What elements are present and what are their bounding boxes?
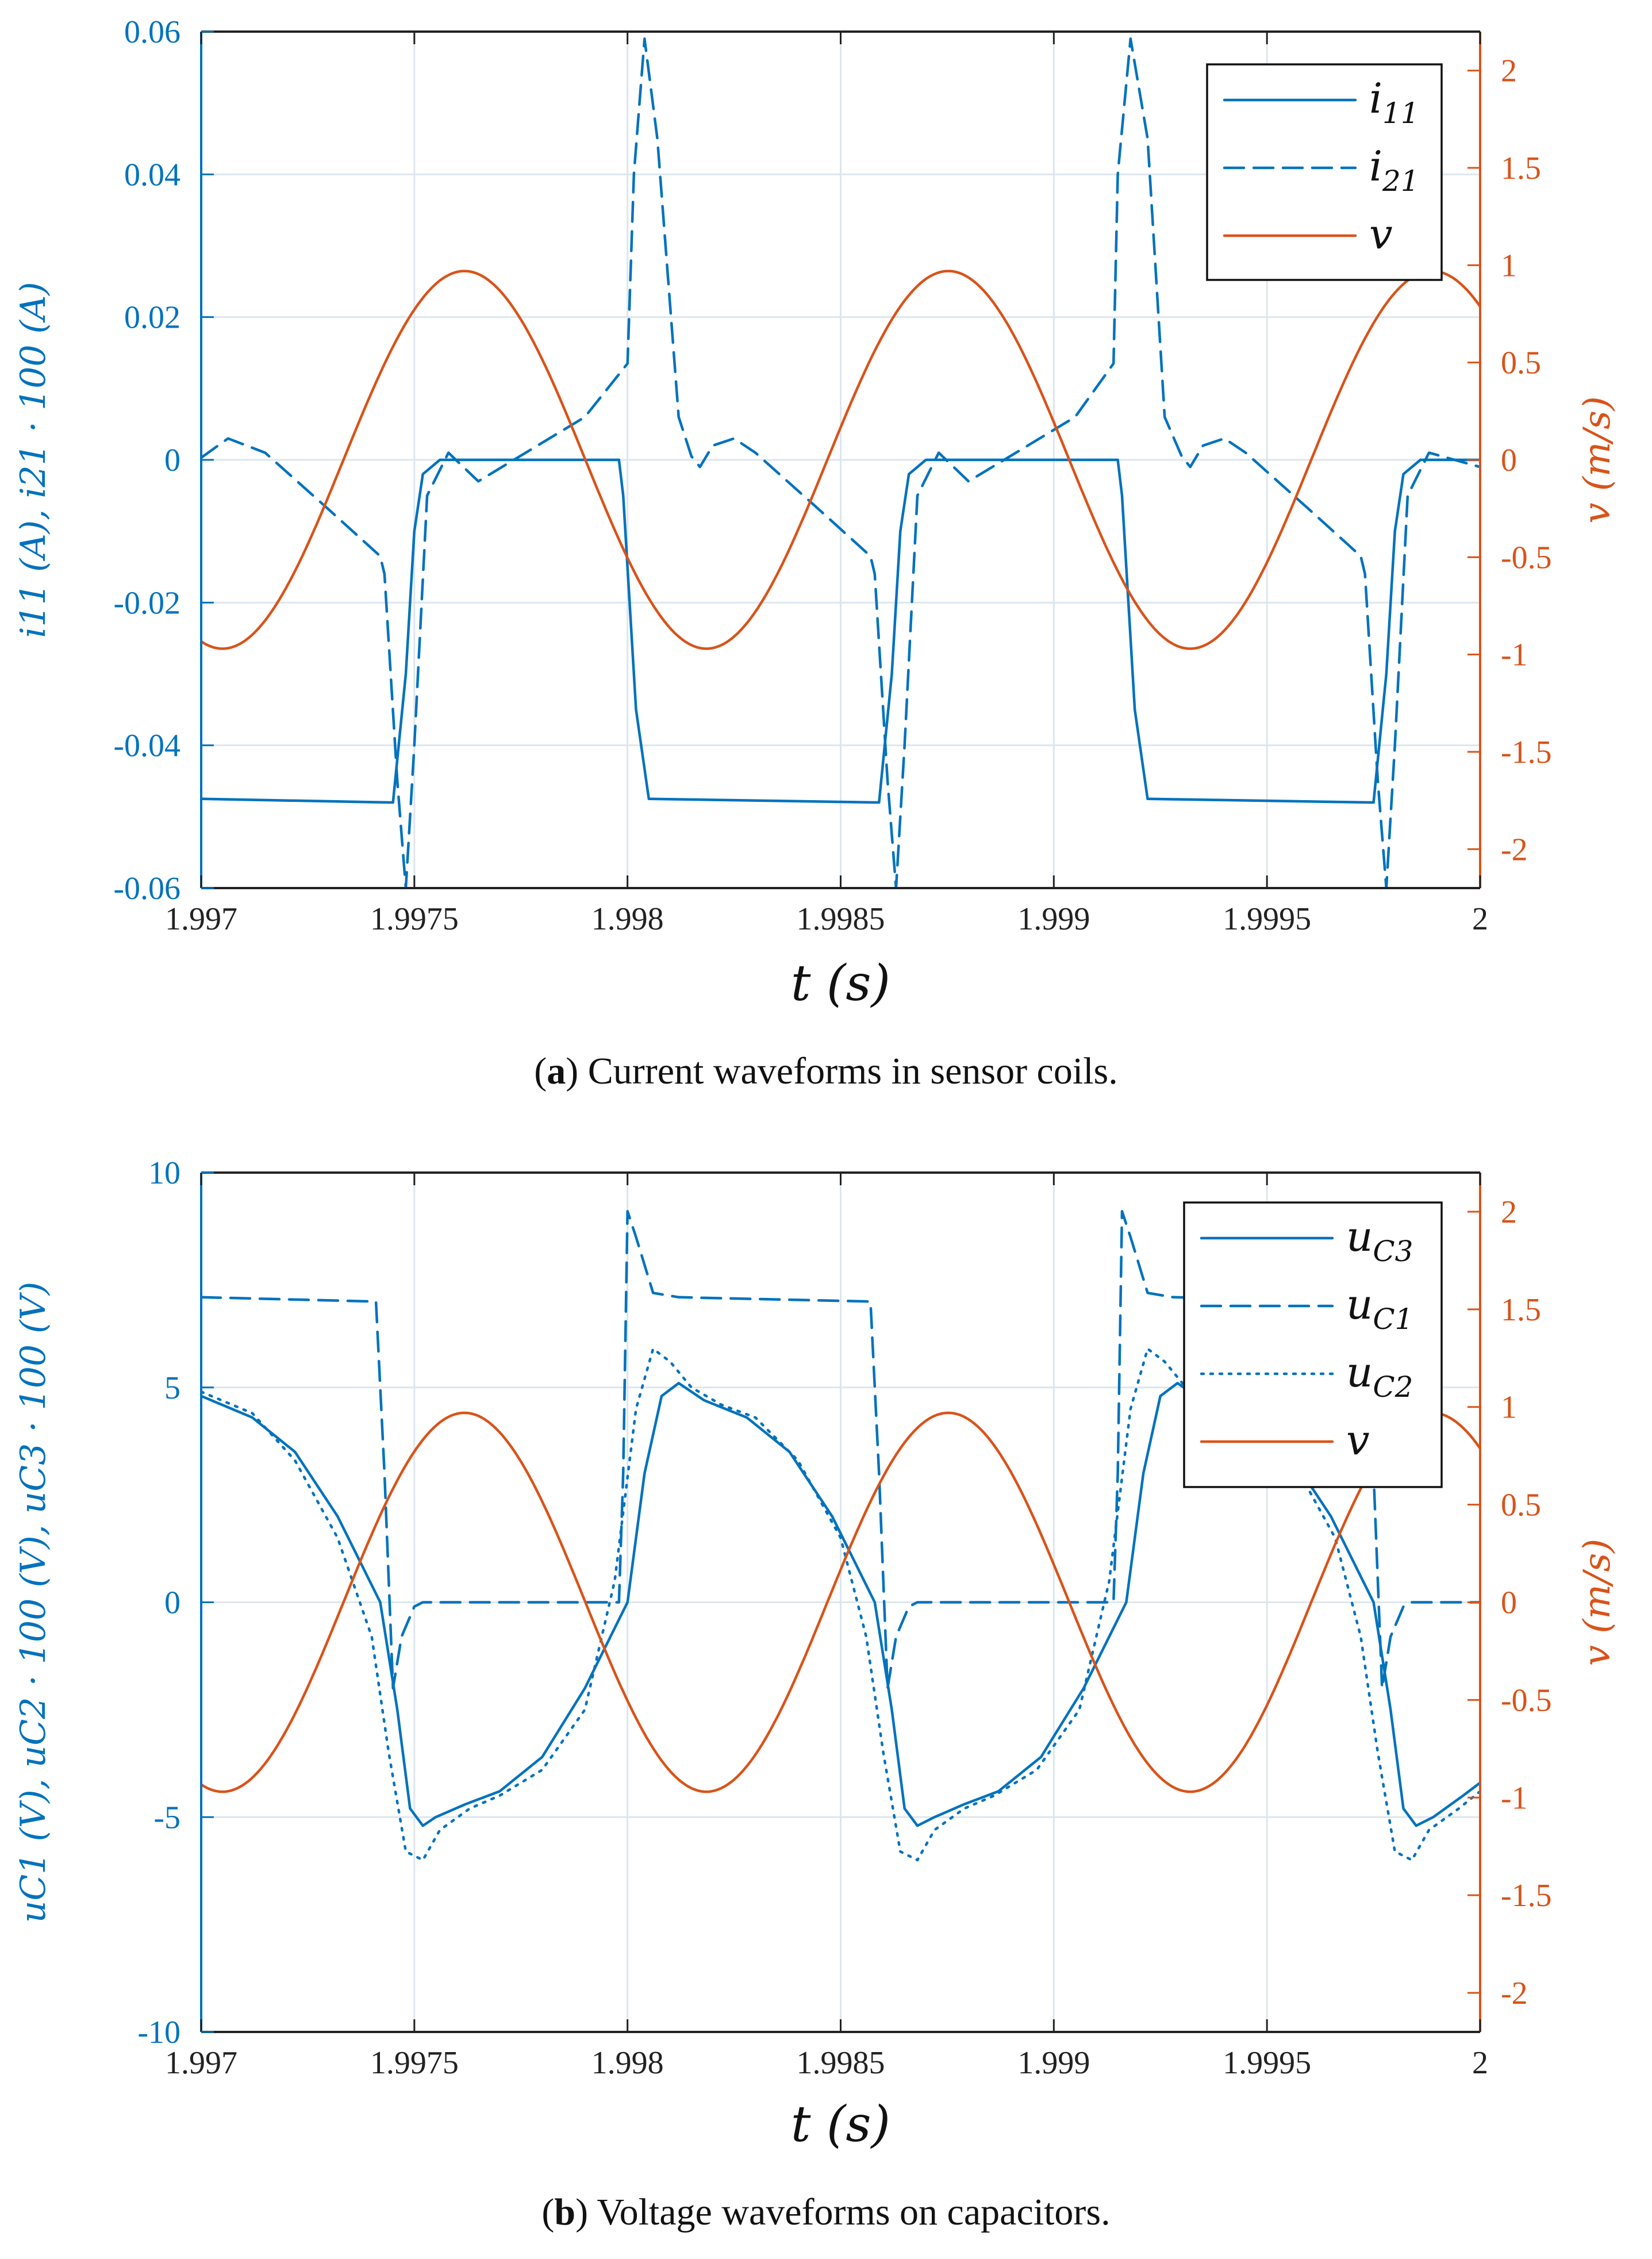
x-tick-label: 1.999 [1017, 2045, 1090, 2081]
legend-entry-i11: i11 [1369, 74, 1419, 130]
x-tick-label: 1.9985 [797, 2045, 885, 2081]
y-left-tick-label: 0 [164, 443, 180, 478]
caption-panel-letter: a [547, 1050, 566, 1092]
y-right-tick-label: -2 [1501, 832, 1528, 867]
legend-entry-main: v [1369, 210, 1393, 258]
y-right-tick-label: -0.5 [1501, 1682, 1552, 1718]
y-right-tick-label: -1.5 [1501, 735, 1552, 770]
legend-entry-subscript: 11 [1382, 97, 1419, 130]
legend-entry-uC3: uC3 [1346, 1212, 1413, 1268]
x-tick-label: 1.999 [1017, 901, 1090, 937]
legend-entry-uC1: uC1 [1346, 1280, 1413, 1336]
caption-open-paren: ( [534, 1050, 547, 1092]
legend-entry-subscript: C3 [1373, 1235, 1413, 1268]
series-line-uC3 [201, 1382, 1480, 1827]
y-right-tick-label: 1 [1501, 248, 1517, 283]
chart-panel-b: 1.997 1.9975 1.998 1.9985 1.999 1.9995 2-10-50… [13, 1155, 1619, 2233]
x-tick-label: 2 [1472, 901, 1488, 937]
y-right-tick-label: 0.5 [1501, 1488, 1541, 1523]
y-left-tick-label: 0 [164, 1585, 180, 1621]
y-left-tick-label: -0.06 [113, 871, 180, 906]
x-tick-label: 1.9985 [797, 901, 885, 937]
legend-entry-main: u [1346, 1212, 1373, 1261]
caption-text: ) Current waveforms in sensor coils. [566, 1050, 1117, 1092]
y-right-tick-label: -1 [1501, 637, 1528, 673]
y-left-tick-label: -0.04 [113, 728, 180, 764]
legend-entry-subscript: 21 [1382, 164, 1419, 198]
caption-panel-letter: b [554, 2191, 575, 2233]
x-tick-label: 2 [1472, 2045, 1488, 2081]
y-right-tick-label: 0 [1501, 443, 1517, 478]
x-tick-label: 1.9975 [370, 2045, 459, 2081]
x-tick-label: 1.998 [591, 2045, 664, 2081]
y-right-tick-label: 0.5 [1501, 345, 1541, 381]
y-right-axis-label: v (m/s) [1576, 1539, 1619, 1666]
legend-entry-main: v [1346, 1416, 1370, 1464]
y-right-tick-label: 1.5 [1501, 151, 1541, 186]
legend-entry-subscript: C2 [1373, 1370, 1413, 1404]
y-right-tick-label: -0.5 [1501, 540, 1552, 575]
caption-open-paren: ( [541, 2191, 554, 2233]
series-line-i21 [201, 37, 1480, 888]
y-right-tick-label: 0 [1501, 1585, 1517, 1621]
x-tick-label: 1.998 [591, 901, 664, 937]
y-left-tick-label: 0.06 [124, 14, 180, 50]
chart-panel-a: 1.997 1.9975 1.998 1.9985 1.999 1.9995 2 -0.06 -… [13, 14, 1619, 1092]
y-left-tick-label: -0.02 [113, 585, 180, 621]
legend-entry-main: i [1369, 74, 1382, 122]
x-axis-label: t (s) [791, 955, 890, 1012]
y-right-tick-label: 2 [1501, 53, 1517, 89]
legend-entry-main: u [1346, 1280, 1373, 1328]
y-right-axis-label: v (m/s) [1576, 396, 1619, 524]
y-left-tick-label: 10 [148, 1155, 180, 1191]
y-left-tick-label: -10 [137, 2015, 180, 2050]
figure-caption: (b) Voltage waveforms on capacitors. [541, 2191, 1110, 2233]
figure-caption: (a) Current waveforms in sensor coils. [534, 1050, 1117, 1092]
y-right-tick-label: -1 [1501, 1780, 1528, 1816]
y-right-tick-label: -1.5 [1501, 1878, 1552, 1914]
y-right-tick-label: 1.5 [1501, 1292, 1541, 1328]
y-left-tick-label: 0.02 [124, 300, 180, 336]
x-tick-label: 1.997 [165, 901, 237, 937]
legend-entry-subscript: C1 [1373, 1303, 1413, 1336]
legend-entry-v: v [1346, 1416, 1370, 1464]
y-left-tick-label: 5 [164, 1370, 180, 1406]
y-right-tick-label: -2 [1501, 1976, 1528, 2011]
y-right-tick-label: 2 [1501, 1194, 1517, 1230]
x-tick-label: 1.9995 [1223, 2045, 1311, 2081]
legend-entry-main: u [1346, 1348, 1373, 1396]
series-line-v [201, 1411, 1480, 1793]
legend-entry-v: v [1369, 210, 1393, 258]
x-tick-label: 1.9975 [370, 901, 459, 937]
y-left-axis-label: uC1 (V), uC2 · 100 (V), uC3 · 100 (V) [13, 1282, 53, 1923]
caption-text: ) Voltage waveforms on capacitors. [575, 2191, 1110, 2233]
x-tick-label: 1.9995 [1223, 901, 1311, 937]
legend-entry-uC2: uC2 [1346, 1348, 1413, 1404]
legend-entry-i21: i21 [1369, 142, 1419, 198]
legend-box [1183, 1201, 1443, 1488]
y-right-tick-label: 1 [1501, 1390, 1517, 1426]
series-line-v [201, 270, 1480, 650]
x-axis-label: t (s) [791, 2096, 890, 2153]
y-left-tick-label: -5 [153, 1800, 180, 1835]
x-tick-label: 1.997 [165, 2045, 237, 2081]
series-group [201, 37, 1480, 888]
y-left-axis-label: i11 (A), i21 · 100 (A) [13, 282, 53, 637]
legend-entry-main: i [1369, 142, 1382, 190]
y-left-tick-label: 0.04 [124, 157, 180, 193]
series-line-i11 [201, 458, 1480, 804]
